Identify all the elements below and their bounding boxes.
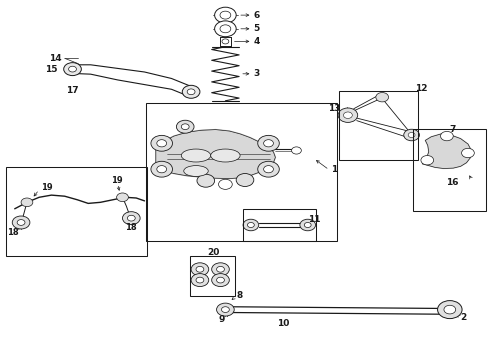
Circle shape (191, 274, 209, 287)
Text: 15: 15 (45, 65, 58, 74)
Circle shape (212, 263, 229, 276)
Text: 5: 5 (253, 24, 260, 33)
Circle shape (17, 220, 25, 225)
Circle shape (221, 307, 229, 312)
Bar (146, 103, 337, 241)
Circle shape (191, 263, 209, 276)
Circle shape (376, 93, 389, 102)
Circle shape (220, 11, 231, 19)
Circle shape (197, 174, 215, 187)
Bar (339, 91, 418, 160)
Circle shape (181, 124, 189, 130)
Text: 8: 8 (236, 292, 243, 300)
Text: 12: 12 (416, 84, 428, 93)
Circle shape (215, 7, 236, 23)
Ellipse shape (184, 166, 208, 176)
Circle shape (219, 179, 232, 189)
Circle shape (217, 303, 234, 316)
Circle shape (157, 140, 167, 147)
Circle shape (217, 277, 224, 283)
Circle shape (212, 274, 229, 287)
Bar (413, 129, 486, 211)
Circle shape (258, 135, 279, 151)
Circle shape (343, 112, 352, 118)
Text: 3: 3 (253, 69, 260, 78)
Circle shape (151, 161, 172, 177)
Circle shape (182, 85, 200, 98)
Circle shape (292, 147, 301, 154)
Circle shape (220, 25, 231, 33)
Circle shape (264, 140, 273, 147)
Circle shape (247, 222, 254, 228)
Circle shape (122, 212, 140, 225)
Circle shape (196, 277, 204, 283)
Text: 9: 9 (218, 315, 224, 324)
Circle shape (441, 131, 453, 141)
Text: 2: 2 (461, 313, 467, 322)
Circle shape (222, 39, 229, 44)
Circle shape (117, 193, 128, 202)
Ellipse shape (211, 149, 240, 162)
Bar (190, 256, 235, 296)
Text: 1: 1 (331, 166, 338, 175)
Circle shape (264, 166, 273, 173)
Circle shape (176, 120, 194, 133)
Circle shape (404, 129, 419, 141)
Text: 19: 19 (111, 176, 122, 185)
Circle shape (21, 198, 33, 207)
Circle shape (127, 215, 135, 221)
Text: 17: 17 (66, 86, 79, 95)
Text: 13: 13 (328, 104, 341, 113)
Circle shape (444, 305, 456, 314)
Text: 18: 18 (7, 228, 19, 237)
Circle shape (304, 222, 311, 228)
Ellipse shape (181, 149, 211, 162)
Circle shape (236, 174, 254, 186)
Circle shape (258, 161, 279, 177)
Text: 20: 20 (207, 248, 220, 257)
Bar (243, 209, 316, 241)
Text: 16: 16 (445, 179, 458, 188)
Polygon shape (422, 134, 471, 168)
Circle shape (438, 301, 462, 319)
Text: 4: 4 (253, 37, 260, 46)
Bar (6, 167, 147, 256)
Circle shape (187, 89, 195, 95)
Text: 11: 11 (308, 215, 320, 224)
Text: 7: 7 (450, 125, 456, 134)
Circle shape (157, 166, 167, 173)
Circle shape (196, 266, 204, 272)
Text: 10: 10 (277, 319, 290, 328)
Text: 18: 18 (125, 223, 137, 232)
Circle shape (421, 156, 434, 165)
Circle shape (217, 266, 224, 272)
Circle shape (243, 219, 259, 231)
Circle shape (462, 148, 474, 158)
Circle shape (408, 132, 415, 138)
Circle shape (151, 135, 172, 151)
Text: 14: 14 (49, 54, 61, 63)
Circle shape (12, 216, 30, 229)
Circle shape (69, 66, 76, 72)
Polygon shape (156, 130, 275, 179)
Text: 6: 6 (253, 11, 260, 20)
Text: 19: 19 (41, 184, 52, 193)
Circle shape (64, 63, 81, 76)
Circle shape (338, 108, 358, 122)
Circle shape (300, 219, 316, 231)
Circle shape (215, 21, 236, 37)
